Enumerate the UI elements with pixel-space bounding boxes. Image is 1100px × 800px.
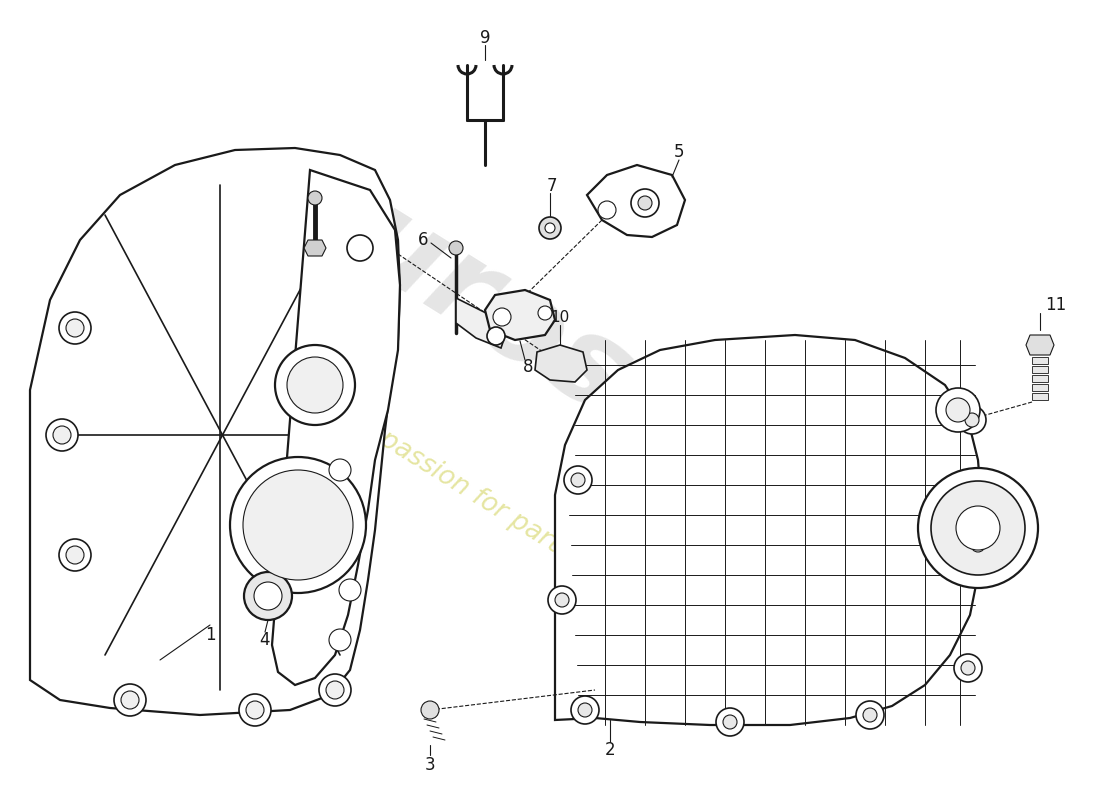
Circle shape	[275, 345, 355, 425]
Polygon shape	[1032, 357, 1048, 364]
Circle shape	[487, 327, 505, 345]
Text: 9: 9	[480, 29, 491, 47]
Circle shape	[598, 201, 616, 219]
Circle shape	[421, 701, 439, 719]
Circle shape	[544, 223, 556, 233]
Circle shape	[244, 572, 292, 620]
Circle shape	[961, 661, 975, 675]
Polygon shape	[304, 240, 326, 256]
Text: 10: 10	[550, 310, 570, 326]
Circle shape	[230, 457, 366, 593]
Circle shape	[121, 691, 139, 709]
Text: a passion for parts since 1885: a passion for parts since 1885	[354, 414, 706, 646]
Text: 8: 8	[522, 358, 534, 376]
Circle shape	[449, 241, 463, 255]
Text: eurospares: eurospares	[262, 136, 979, 644]
Circle shape	[539, 217, 561, 239]
Polygon shape	[485, 290, 556, 340]
Text: 6: 6	[418, 231, 428, 249]
Circle shape	[493, 308, 512, 326]
Circle shape	[571, 696, 600, 724]
Polygon shape	[1026, 335, 1054, 355]
Polygon shape	[556, 335, 982, 725]
Circle shape	[965, 413, 979, 427]
Circle shape	[918, 468, 1038, 588]
Text: 3: 3	[425, 756, 436, 774]
Circle shape	[339, 579, 361, 601]
Circle shape	[287, 357, 343, 413]
Circle shape	[548, 586, 576, 614]
Circle shape	[716, 708, 744, 736]
Circle shape	[114, 684, 146, 716]
Circle shape	[329, 629, 351, 651]
Polygon shape	[30, 148, 400, 715]
Circle shape	[326, 681, 344, 699]
Circle shape	[631, 189, 659, 217]
Text: 11: 11	[1045, 296, 1066, 314]
Circle shape	[538, 306, 552, 320]
Circle shape	[956, 506, 1000, 550]
Polygon shape	[1032, 384, 1048, 391]
Circle shape	[243, 470, 353, 580]
Circle shape	[936, 388, 980, 432]
Circle shape	[308, 191, 322, 205]
Polygon shape	[272, 170, 400, 685]
Circle shape	[66, 546, 84, 564]
Polygon shape	[1032, 393, 1048, 400]
Circle shape	[954, 654, 982, 682]
Circle shape	[931, 481, 1025, 575]
Circle shape	[59, 312, 91, 344]
Polygon shape	[456, 298, 506, 348]
Circle shape	[53, 426, 72, 444]
Polygon shape	[1032, 366, 1048, 373]
Circle shape	[346, 235, 373, 261]
Circle shape	[254, 582, 282, 610]
Circle shape	[59, 539, 91, 571]
Text: 4: 4	[260, 631, 271, 649]
Polygon shape	[1032, 375, 1048, 382]
Circle shape	[946, 398, 970, 422]
Text: 5: 5	[673, 143, 684, 161]
Text: 2: 2	[605, 741, 615, 759]
Circle shape	[964, 531, 992, 559]
Circle shape	[66, 319, 84, 337]
Circle shape	[864, 708, 877, 722]
Circle shape	[571, 473, 585, 487]
Circle shape	[46, 419, 78, 451]
Circle shape	[723, 715, 737, 729]
Text: 1: 1	[205, 626, 216, 644]
Circle shape	[564, 466, 592, 494]
Circle shape	[971, 538, 984, 552]
Circle shape	[319, 674, 351, 706]
Polygon shape	[535, 345, 587, 382]
Circle shape	[239, 694, 271, 726]
Circle shape	[556, 593, 569, 607]
Circle shape	[329, 459, 351, 481]
Polygon shape	[587, 165, 685, 237]
Circle shape	[638, 196, 652, 210]
Circle shape	[578, 703, 592, 717]
Circle shape	[958, 406, 986, 434]
Circle shape	[246, 701, 264, 719]
Text: 7: 7	[547, 177, 558, 195]
Circle shape	[856, 701, 884, 729]
